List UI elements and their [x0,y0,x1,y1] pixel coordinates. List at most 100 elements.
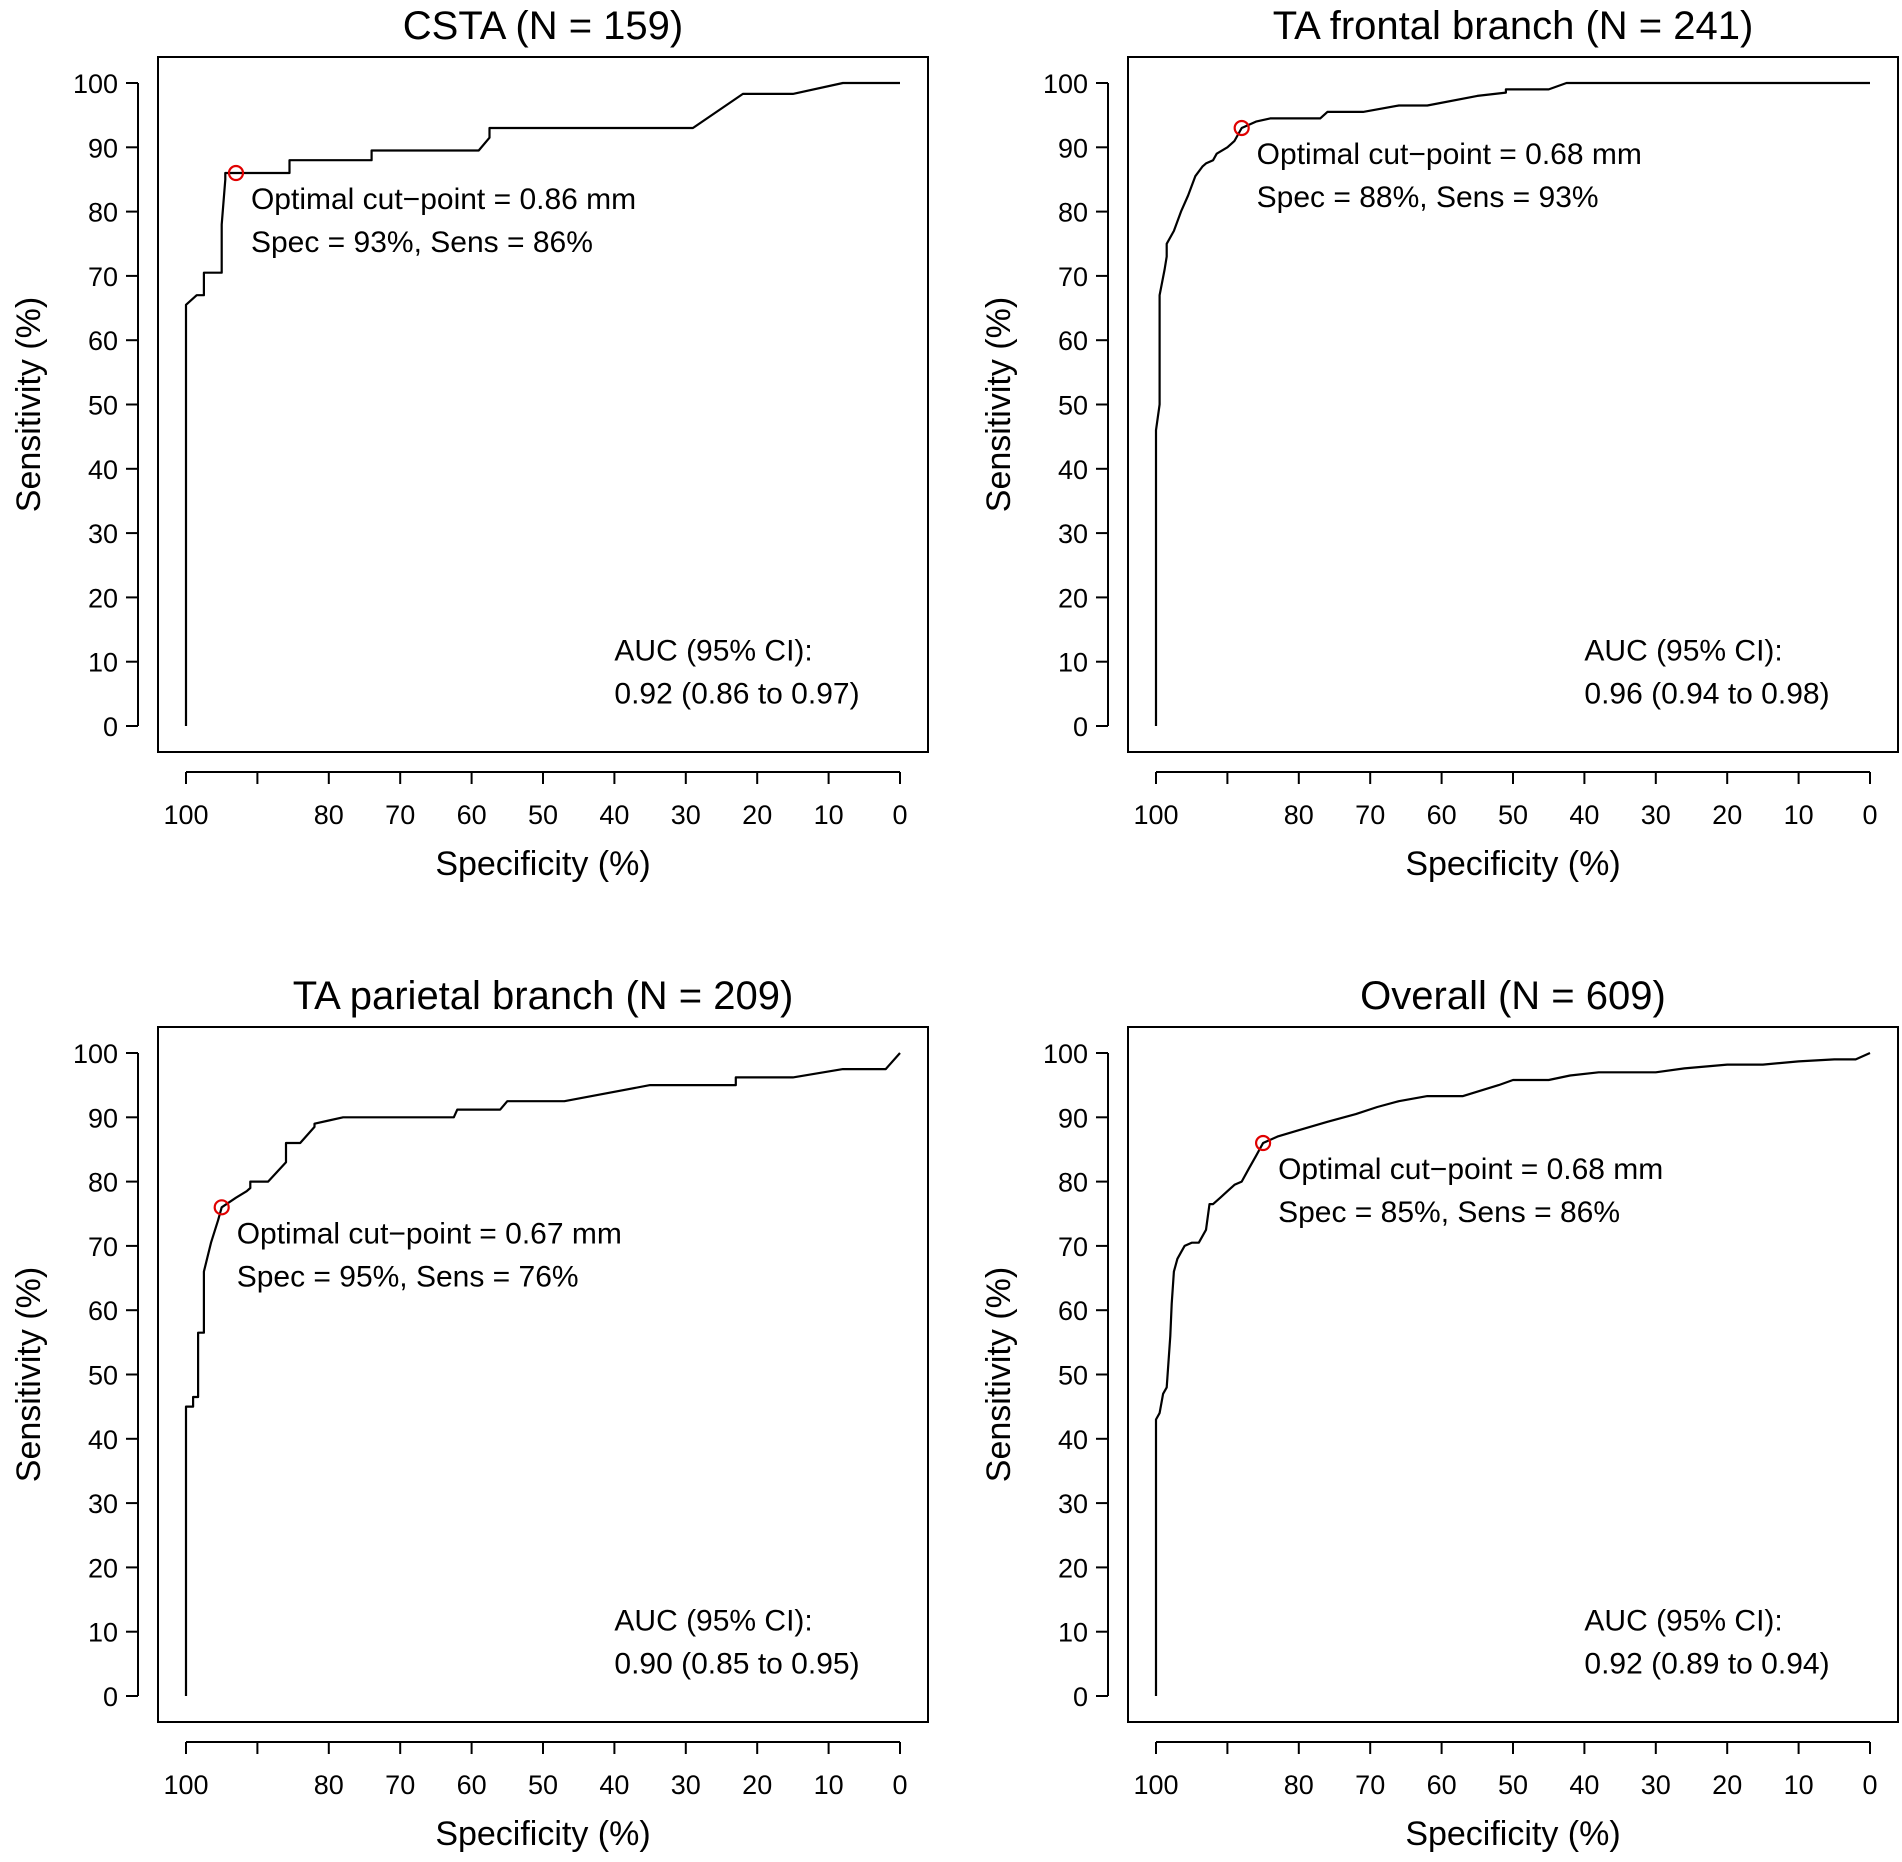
y-tick-label: 100 [73,1039,118,1069]
x-tick-label: 80 [1284,800,1314,830]
x-tick-label: 50 [1498,800,1528,830]
y-tick-label: 10 [1058,1618,1088,1648]
x-tick-label: 70 [1355,800,1385,830]
x-tick-label: 80 [314,800,344,830]
y-tick-label: 0 [1073,1682,1088,1712]
x-tick-label: 40 [599,1770,629,1800]
x-axis-label: Specificity (%) [1405,1815,1620,1853]
x-tick-label: 40 [1569,1770,1599,1800]
optimal-cut-point-label: Optimal cut−point = 0.86 mm [251,183,636,216]
plot-frame [1127,56,1899,753]
y-tick-label: 100 [1043,69,1088,99]
x-tick-label: 70 [1355,1770,1385,1800]
x-tick-label: 60 [1427,800,1457,830]
auc-heading: AUC (95% CI): [614,1604,812,1637]
x-tick-label: 60 [1427,1770,1457,1800]
y-tick-label: 80 [1058,1168,1088,1198]
x-tick-label: 50 [528,800,558,830]
auc-heading: AUC (95% CI): [614,634,812,667]
x-tick-label: 10 [814,800,844,830]
y-tick-label: 100 [73,69,118,99]
y-tick-label: 70 [88,262,118,292]
y-axis-label: Sensitivity (%) [10,297,48,512]
x-tick-label: 70 [385,1770,415,1800]
spec-sens-label: Spec = 85%, Sens = 86% [1278,1196,1620,1229]
x-axis-label: Specificity (%) [435,1815,650,1853]
y-tick-label: 50 [1058,1361,1088,1391]
y-tick-label: 90 [88,133,118,163]
x-tick-label: 30 [671,1770,701,1800]
y-tick-label: 60 [88,1296,118,1326]
x-tick-label: 10 [1784,800,1814,830]
x-tick-label: 80 [314,1770,344,1800]
optimal-cut-point-marker [1233,119,1250,137]
x-tick-label: 100 [163,800,208,830]
chart-panel-3: TA parietal branch (N = 209) 0 10 20 30 40 50 6… [10,974,929,1853]
chart-title: TA frontal branch (N = 241) [1273,4,1754,48]
y-tick-label: 0 [1073,712,1088,742]
y-tick-label: 70 [1058,262,1088,292]
y-tick-label: 90 [88,1103,118,1133]
x-tick-label: 50 [528,1770,558,1800]
plot-frame [157,1026,929,1723]
x-tick-label: 0 [892,800,907,830]
y-tick-label: 70 [1058,1232,1088,1262]
auc-value: 0.92 (0.86 to 0.97) [614,677,859,710]
y-tick-label: 60 [1058,1296,1088,1326]
x-tick-label: 100 [1133,1770,1178,1800]
y-tick-label: 30 [1058,1489,1088,1519]
x-tick-label: 60 [457,800,487,830]
y-tick-label: 30 [88,519,118,549]
chart-title: CSTA (N = 159) [403,4,683,48]
y-tick-label: 0 [103,1682,118,1712]
x-tick-label: 0 [892,1770,907,1800]
x-tick-label: 60 [457,1770,487,1800]
y-tick-label: 70 [88,1232,118,1262]
chart-panel-2: TA frontal branch (N = 241) 0 10 20 30 40 50 60… [980,4,1899,883]
x-tick-label: 10 [814,1770,844,1800]
roc-curve [1154,81,1870,726]
optimal-cut-point-label: Optimal cut−point = 0.68 mm [1278,1153,1663,1186]
y-tick-label: 80 [1058,198,1088,228]
y-tick-label: 20 [88,583,118,613]
auc-value: 0.92 (0.89 to 0.94) [1584,1647,1829,1680]
y-tick-label: 10 [88,1618,118,1648]
y-tick-label: 90 [1058,1103,1088,1133]
y-tick-label: 10 [88,648,118,678]
x-tick-label: 50 [1498,1770,1528,1800]
y-axis-label: Sensitivity (%) [10,1267,48,1482]
y-tick-label: 30 [88,1489,118,1519]
x-tick-label: 100 [163,1770,208,1800]
y-tick-label: 50 [88,391,118,421]
x-tick-label: 100 [1133,800,1178,830]
y-tick-label: 20 [88,1553,118,1583]
x-tick-label: 20 [742,1770,772,1800]
y-tick-label: 20 [1058,1553,1088,1583]
y-tick-label: 60 [1058,326,1088,356]
y-axis-label: Sensitivity (%) [980,297,1018,512]
optimal-cut-point-label: Optimal cut−point = 0.68 mm [1257,138,1642,171]
y-tick-label: 20 [1058,583,1088,613]
chart-title: Overall (N = 609) [1360,974,1666,1018]
y-tick-label: 40 [1058,455,1088,485]
auc-heading: AUC (95% CI): [1584,634,1782,667]
x-tick-label: 20 [1712,1770,1742,1800]
chart-title: TA parietal branch (N = 209) [293,974,794,1018]
x-tick-label: 30 [1641,1770,1671,1800]
y-tick-label: 60 [88,326,118,356]
y-tick-label: 40 [88,1425,118,1455]
chart-panel-4: Overall (N = 609) 0 10 20 30 40 50 60 70 80 90 100 S… [980,974,1899,1853]
y-tick-label: 40 [1058,1425,1088,1455]
auc-heading: AUC (95% CI): [1584,1604,1782,1637]
y-tick-label: 80 [88,1168,118,1198]
x-tick-label: 30 [671,800,701,830]
auc-value: 0.90 (0.85 to 0.95) [614,1647,859,1680]
x-tick-label: 20 [1712,800,1742,830]
y-axis-label: Sensitivity (%) [980,1267,1018,1482]
y-tick-label: 40 [88,455,118,485]
y-tick-label: 0 [103,712,118,742]
x-tick-label: 0 [1862,1770,1877,1800]
y-tick-label: 100 [1043,1039,1088,1069]
optimal-cut-point-label: Optimal cut−point = 0.67 mm [237,1217,622,1250]
x-axis-label: Specificity (%) [1405,845,1620,883]
